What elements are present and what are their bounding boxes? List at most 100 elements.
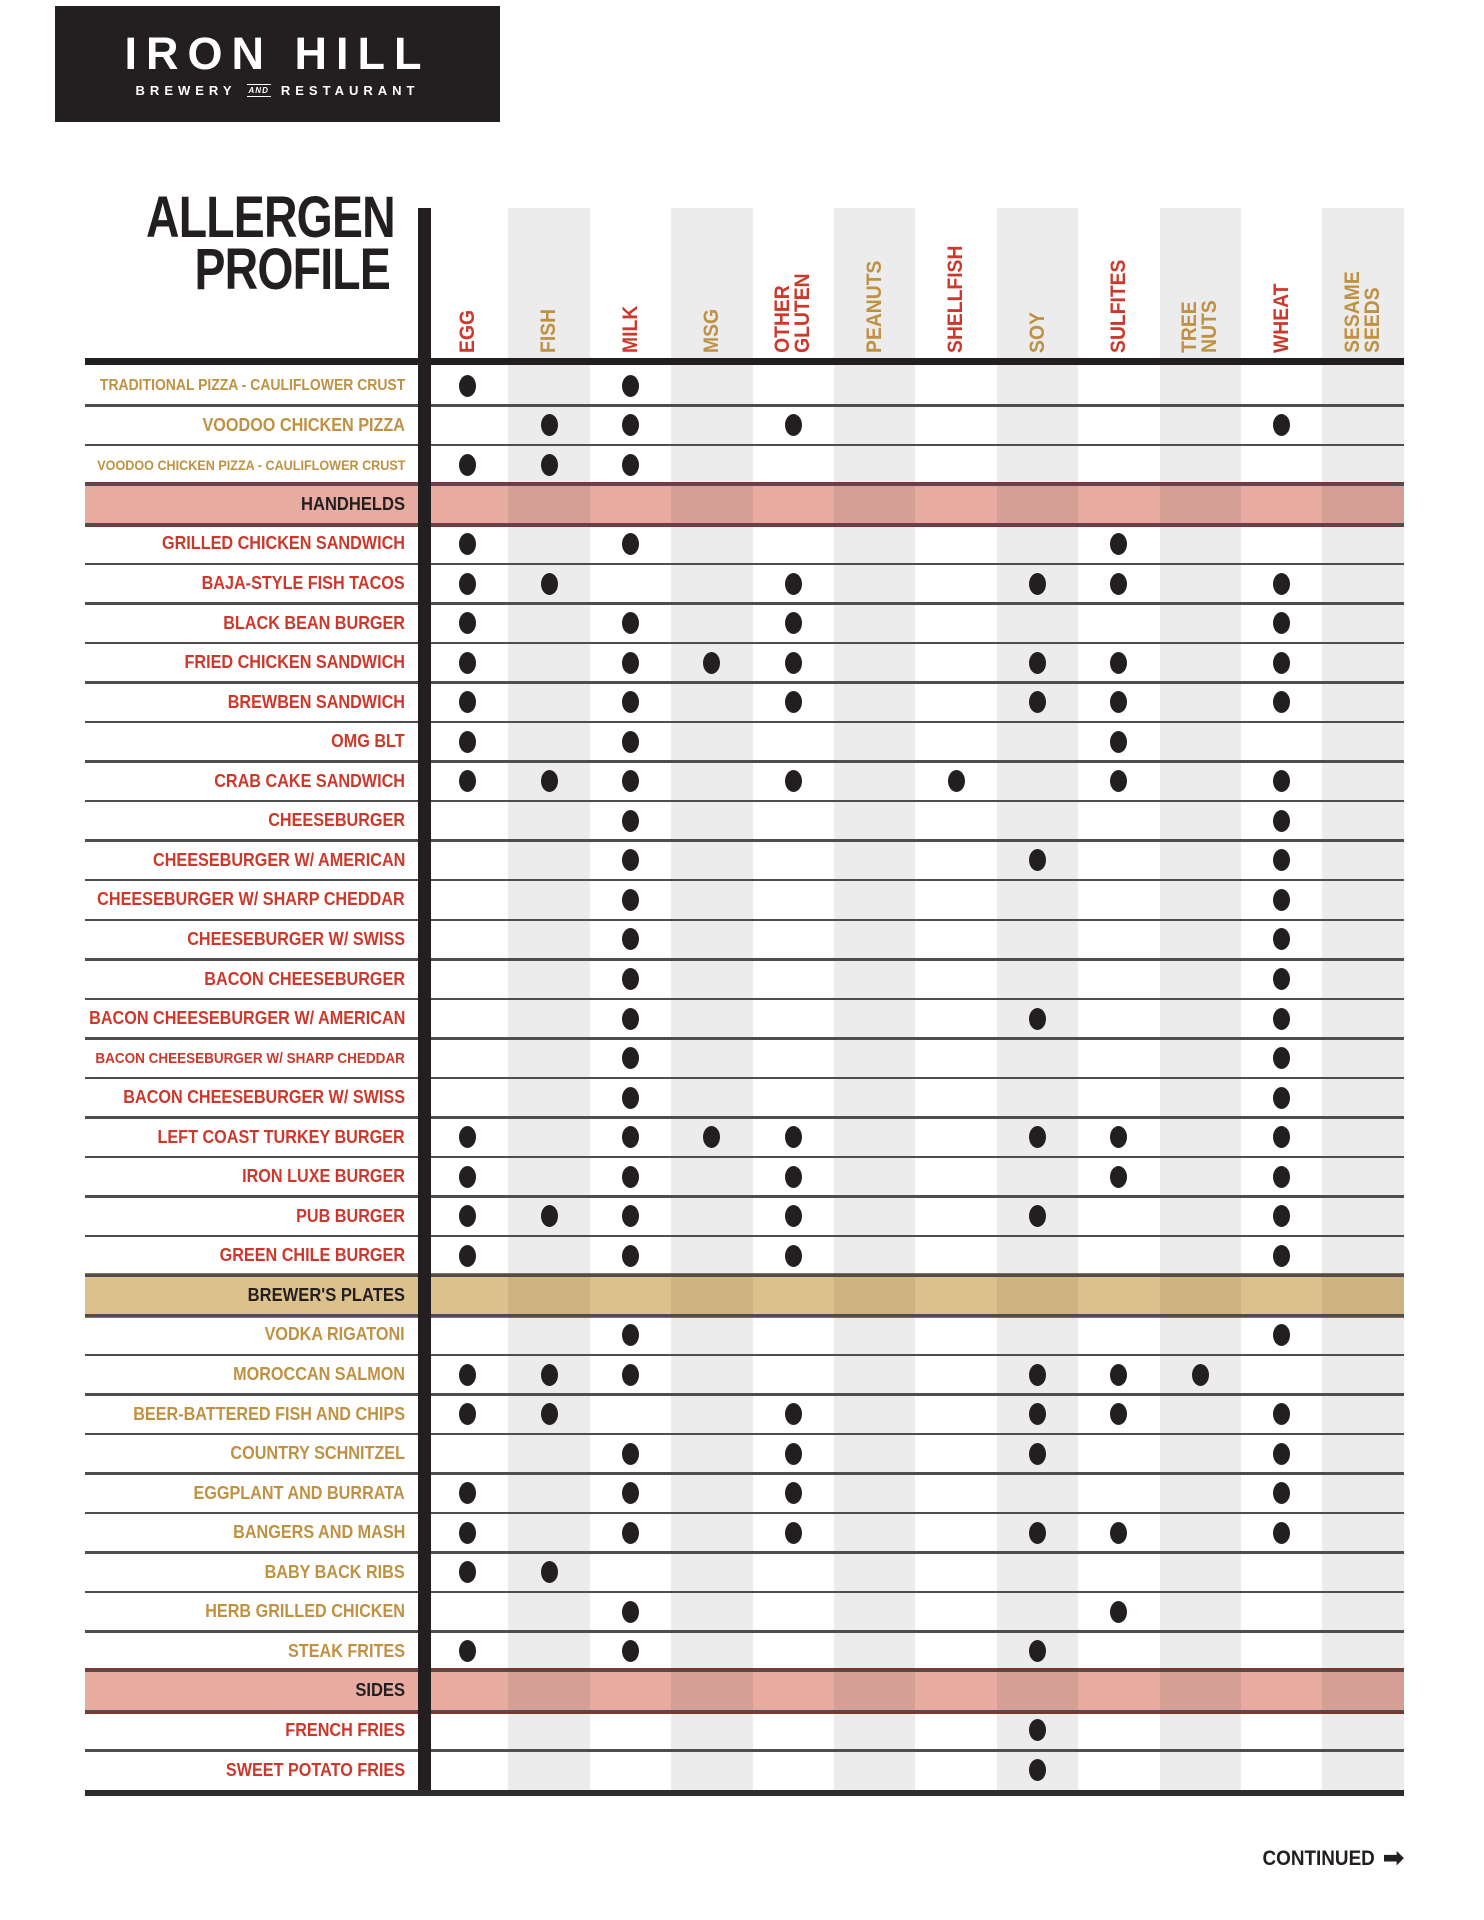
- allergen-dot-sulfites: [1110, 532, 1128, 555]
- allergen-dot-milk: [622, 1363, 639, 1386]
- row-divider: [85, 1630, 1404, 1633]
- row-label-crab-cake-sandwich: CRAB CAKE SANDWICH: [85, 762, 405, 802]
- allergen-dot-other_gluten: [784, 1521, 802, 1544]
- allergen-dot-soy: [1029, 691, 1046, 714]
- row-divider: [85, 1749, 1404, 1752]
- allergen-dot-other_gluten: [784, 1126, 802, 1149]
- allergen-dot-egg: [459, 770, 477, 793]
- allergen-dot-wheat: [1273, 691, 1291, 714]
- menu-item-name: CHEESEBURGER: [268, 810, 405, 831]
- allergen-dot-fish: [540, 1561, 558, 1584]
- menu-item-name: BANGERS AND MASH: [232, 1522, 405, 1543]
- allergen-dot-egg: [459, 691, 477, 714]
- allergen-dot-sulfites: [1110, 572, 1128, 595]
- menu-item-name: FRENCH FRIES: [285, 1719, 405, 1740]
- row-divider: [85, 1590, 1404, 1594]
- column-header-label: PEANUTS: [862, 260, 886, 353]
- row-divider: [85, 1274, 1404, 1277]
- brand-logo: IRON HILL BREWERY AND RESTAURANT: [55, 6, 500, 122]
- menu-item-name: BACON CHEESEBURGER W/ AMERICAN: [88, 1008, 405, 1029]
- continued-arrow-icon: ➡: [1383, 1844, 1404, 1872]
- column-header-label: TREE NUTS: [1178, 300, 1222, 353]
- allergen-dot-wheat: [1273, 1086, 1291, 1109]
- allergen-dot-sulfites: [1110, 1403, 1128, 1426]
- row-divider: [85, 1076, 1404, 1080]
- allergen-dot-sulfites: [1110, 651, 1128, 674]
- allergen-dot-sulfites: [1110, 691, 1128, 714]
- allergen-dot-sulfites: [1110, 1165, 1128, 1188]
- section-label-text: BREWER'S PLATES: [247, 1284, 405, 1305]
- row-label-cheeseburger-w-swiss: CHEESEBURGER W/ SWISS: [85, 920, 405, 960]
- table-left-bar: [418, 208, 431, 1792]
- allergen-dot-egg: [459, 1126, 477, 1149]
- logo-tagline-restaurant: RESTAURANT: [280, 82, 420, 98]
- allergen-dot-wheat: [1273, 849, 1291, 872]
- row-divider: [85, 1314, 1404, 1317]
- allergen-dot-soy: [1029, 651, 1046, 674]
- row-label-herb-grilled-chicken: HERB GRILLED CHICKEN: [85, 1592, 405, 1632]
- row-label-traditional-pizza-cauliflower-crust: TRADITIONAL PIZZA - CAULIFLOWER CRUST: [85, 366, 405, 406]
- allergen-dot-wheat: [1273, 1442, 1291, 1465]
- row-divider: [85, 799, 1404, 803]
- header-rule: [85, 358, 1404, 365]
- row-divider: [85, 443, 1404, 447]
- row-label-green-chile-burger: GREEN CHILE BURGER: [85, 1236, 405, 1276]
- column-header-label: EGG: [455, 310, 479, 353]
- allergen-dot-soy: [1029, 1126, 1046, 1149]
- menu-item-name: CRAB CAKE SANDWICH: [214, 770, 405, 791]
- row-label-vodka-rigatoni: VODKA RIGATONI: [85, 1315, 405, 1355]
- row-divider: [85, 1037, 1404, 1040]
- menu-item-name: IRON LUXE BURGER: [242, 1166, 405, 1187]
- section-label-text: HANDHELDS: [301, 493, 405, 514]
- row-label-voodoo-chicken-pizza-cauliflower-crust: VOODOO CHICKEN PIZZA - CAULIFLOWER CRUST: [85, 445, 405, 485]
- allergen-dot-fish: [540, 1403, 558, 1426]
- allergen-dot-egg: [459, 572, 477, 595]
- row-label-bacon-cheeseburger-w-american: BACON CHEESEBURGER W/ AMERICAN: [85, 999, 405, 1039]
- row-label-baja-style-fish-tacos: BAJA-STYLE FISH TACOS: [85, 564, 405, 604]
- section-band-handhelds: HANDHELDS: [85, 481, 1404, 528]
- allergen-dot-fish: [540, 1205, 558, 1228]
- menu-item-name: HERB GRILLED CHICKEN: [205, 1601, 405, 1622]
- allergen-dot-wheat: [1273, 1403, 1291, 1426]
- menu-item-name: TRADITIONAL PIZZA - CAULIFLOWER CRUST: [99, 376, 405, 394]
- page-title-line2: PROFILE: [194, 237, 391, 303]
- allergen-dot-milk: [622, 849, 639, 872]
- row-divider: [85, 1709, 1404, 1712]
- menu-item-name: VOODOO CHICKEN PIZZA - CAULIFLOWER CRUST: [96, 456, 405, 473]
- row-label-beer-battered-fish-and-chips: BEER-BATTERED FISH AND CHIPS: [85, 1394, 405, 1434]
- allergen-dot-other_gluten: [784, 1244, 802, 1267]
- row-divider: [85, 918, 1404, 921]
- allergen-dot-wheat: [1273, 770, 1291, 793]
- menu-item-name: STEAK FRITES: [287, 1640, 405, 1661]
- allergen-dot-egg: [459, 1205, 477, 1228]
- logo-tagline: BREWERY AND RESTAURANT: [136, 83, 420, 98]
- allergen-dot-other_gluten: [784, 572, 802, 595]
- allergen-dot-milk: [622, 928, 639, 951]
- row-divider: [85, 523, 1404, 526]
- section-label: SIDES: [85, 1680, 405, 1701]
- column-header-label: FISH: [537, 308, 561, 353]
- column-header-label: OTHER GLUTEN: [771, 273, 815, 353]
- allergen-dot-milk: [622, 888, 639, 911]
- row-divider: [85, 1472, 1404, 1475]
- allergen-dot-milk: [622, 730, 639, 753]
- allergen-dot-milk: [622, 651, 639, 674]
- allergen-dot-egg: [459, 612, 477, 635]
- allergen-dot-wheat: [1273, 1047, 1291, 1070]
- allergen-dot-soy: [1029, 1521, 1046, 1544]
- allergen-dot-milk: [622, 414, 639, 437]
- menu-item-name: FRIED CHICKEN SANDWICH: [184, 652, 406, 673]
- menu-item-name: VOODOO CHICKEN PIZZA: [202, 414, 405, 435]
- row-divider: [85, 483, 1404, 486]
- allergen-dot-egg: [459, 1244, 477, 1267]
- menu-item-name: COUNTRY SCHNITZEL: [230, 1443, 405, 1464]
- menu-item-name: GRILLED CHICKEN SANDWICH: [162, 533, 405, 554]
- allergen-dot-milk: [622, 968, 639, 991]
- row-label-cheeseburger-w-american: CHEESEBURGER W/ AMERICAN: [85, 841, 405, 881]
- column-header-label: MSG: [699, 308, 723, 353]
- allergen-dot-other_gluten: [784, 1165, 802, 1188]
- row-label-french-fries: FRENCH FRIES: [85, 1711, 405, 1751]
- row-divider: [85, 641, 1404, 645]
- row-divider: [85, 404, 1404, 407]
